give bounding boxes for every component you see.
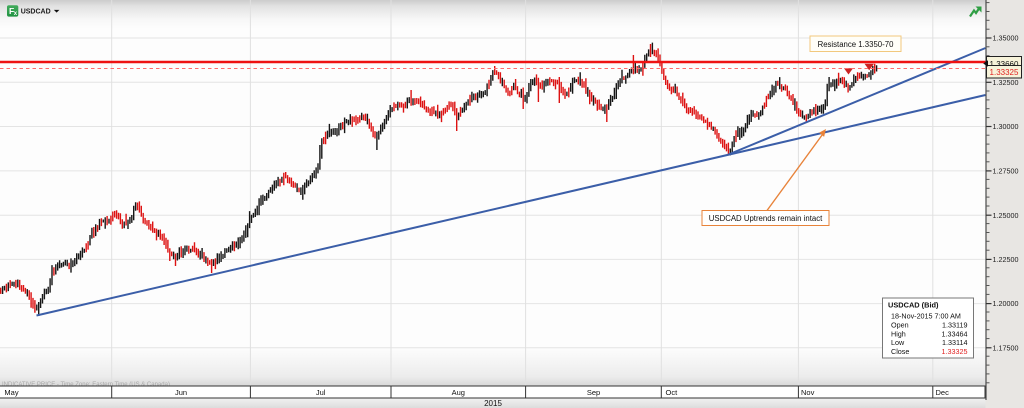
svg-text:Sep: Sep [587,388,600,397]
svg-text:1.33119: 1.33119 [942,321,967,330]
svg-text:x: x [14,11,18,17]
svg-text:1.20000: 1.20000 [993,299,1019,308]
svg-text:High: High [891,329,906,338]
svg-text:18-Nov-2015 7:00 AM: 18-Nov-2015 7:00 AM [891,312,961,321]
svg-text:1.32500: 1.32500 [993,78,1019,87]
svg-text:Oct: Oct [666,388,679,397]
svg-text:1.35000: 1.35000 [993,34,1019,43]
svg-text:Resistance 1.3350-70: Resistance 1.3350-70 [818,40,895,49]
svg-text:F: F [9,6,14,16]
svg-text:Open: Open [891,321,909,330]
svg-text:May: May [4,388,18,397]
svg-text:1.33325: 1.33325 [990,68,1019,77]
svg-text:Dec: Dec [936,388,950,397]
svg-text:1.33464: 1.33464 [942,329,968,338]
svg-text:1.25000: 1.25000 [993,211,1019,220]
svg-text:1.17500: 1.17500 [993,343,1019,352]
svg-text:INDICATIVE PRICE - Time Zone:: INDICATIVE PRICE - Time Zone: Eastern Ti… [2,382,170,388]
svg-text:1.33114: 1.33114 [942,338,967,347]
svg-text:1.33325: 1.33325 [942,347,968,356]
svg-text:Jun: Jun [175,388,187,397]
svg-text:USDCAD Uptrends remain intact: USDCAD Uptrends remain intact [709,214,823,223]
svg-text:Nov: Nov [801,388,815,397]
svg-text:2015: 2015 [484,399,502,408]
svg-text:USDCAD (Bid): USDCAD (Bid) [888,301,939,310]
svg-text:Close: Close [891,347,909,356]
svg-text:Jul: Jul [316,388,326,397]
svg-text:Aug: Aug [452,388,465,397]
svg-text:USDCAD: USDCAD [21,9,51,16]
svg-text:1.22500: 1.22500 [993,255,1019,264]
svg-text:Low: Low [891,338,905,347]
svg-text:1.30000: 1.30000 [993,122,1019,131]
svg-text:1.33660: 1.33660 [990,60,1019,69]
svg-text:1.27500: 1.27500 [993,167,1019,176]
